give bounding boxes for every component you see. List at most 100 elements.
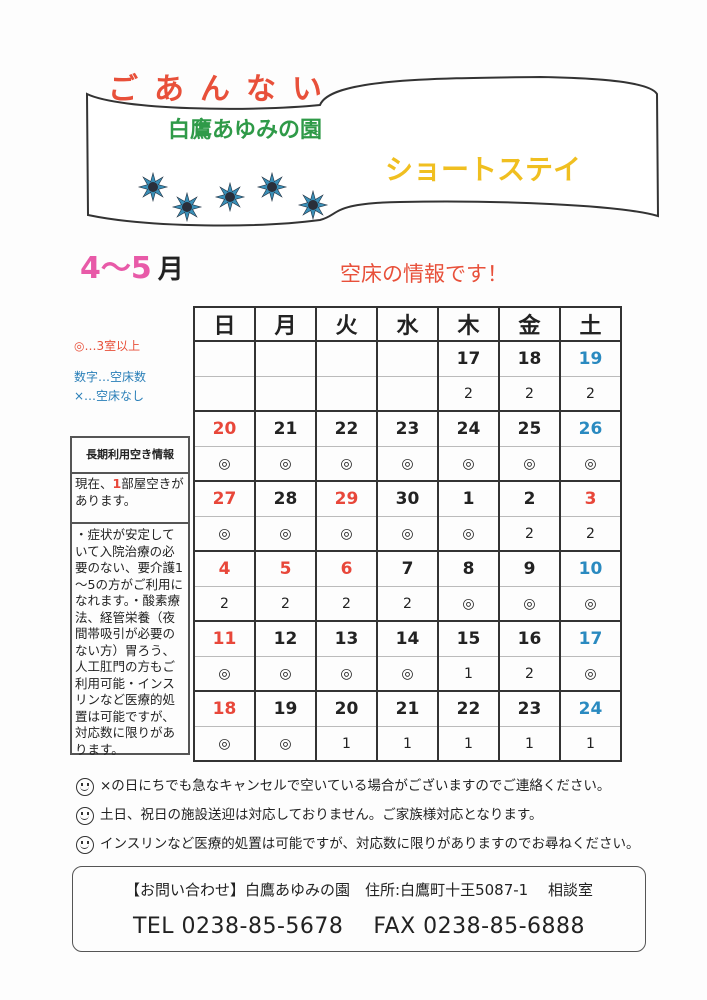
vacancy-cell: ◎ <box>437 516 499 552</box>
vacancy-cell: ◎ <box>315 516 377 552</box>
vacancy-cell: ◎ <box>559 446 621 482</box>
vacancy-cell: 2 <box>254 586 316 622</box>
title-annai: ごあんない <box>108 72 338 107</box>
weekday-header: 日 <box>193 307 255 342</box>
weekday-header: 月 <box>254 307 316 342</box>
smiley-icon <box>76 835 94 854</box>
week-values-row: ◎ ◎ ◎ ◎ ◎ ◎ ◎ <box>193 446 621 482</box>
date-cell: 17 <box>559 621 621 657</box>
vacancy-cell: 1 <box>437 726 499 762</box>
vacancy-cell: 1 <box>498 726 560 762</box>
month-range: 4～5 月 <box>80 243 184 287</box>
week-dates-row: 17 18 19 <box>193 341 621 377</box>
date-cell: 13 <box>315 621 377 657</box>
vacancy-cell <box>376 376 438 412</box>
date-cell: 18 <box>193 691 255 727</box>
week-dates-row: 18 19 20 21 22 23 24 <box>193 691 621 727</box>
vacancy-cell: ◎ <box>437 586 499 622</box>
date-cell: 27 <box>193 481 255 517</box>
weekday-header: 木 <box>437 307 499 342</box>
star-icon <box>214 181 246 213</box>
week-dates-row: 4 5 6 7 8 9 10 <box>193 551 621 587</box>
current-pre: 現在、 <box>75 476 113 491</box>
fax-number: FAX 0238-85-6888 <box>373 914 586 939</box>
vacancy-cell: ◎ <box>254 726 316 762</box>
date-cell: 4 <box>193 551 255 587</box>
date-cell: 12 <box>254 621 316 657</box>
week-values-row: ◎ ◎ ◎ ◎ 1 2 ◎ <box>193 656 621 692</box>
contact-address: 【お問い合わせ】白鷹あゆみの園 住所:白鷹町十王5087-1 相談室 <box>125 881 593 899</box>
vacancy-cell <box>254 376 316 412</box>
org-name: 白鷹あゆみの園 <box>168 118 323 143</box>
long-term-current: 現在、1部屋空きがあります。 <box>72 474 188 524</box>
weekday-header: 土 <box>559 307 621 342</box>
weekday-header: 火 <box>315 307 377 342</box>
star-icon <box>256 171 288 203</box>
note-text: ×の日にちでも急なキャンセルで空いている場合がございますのでご連絡ください。 <box>100 778 611 794</box>
smiley-icon <box>76 806 94 825</box>
legend-cross: ×…空床なし <box>74 389 145 403</box>
weekday-header: 水 <box>376 307 438 342</box>
long-term-info-box: 長期利用空き情報 現在、1部屋空きがあります。 ・症状が安定していて入院治療の必… <box>70 436 190 757</box>
date-cell: 19 <box>559 341 621 377</box>
vacancy-cell: 2 <box>193 586 255 622</box>
date-cell: 23 <box>376 411 438 447</box>
date-cell: 10 <box>559 551 621 587</box>
vacancy-cell: ◎ <box>559 656 621 692</box>
note-item: 土日、祝日の施設送迎は対応しておりません。ご家族様対応となります。 <box>76 801 639 830</box>
date-cell: 28 <box>254 481 316 517</box>
date-cell <box>315 341 377 377</box>
vacancy-calendar: 日月火水木金土 17 18 19 2 2 2 20 21 22 23 24 25 26 ◎ ◎ ◎ ◎ ◎ ◎ ◎ 27… <box>193 306 622 762</box>
date-cell: 24 <box>559 691 621 727</box>
star-icon <box>137 171 169 203</box>
date-cell: 21 <box>254 411 316 447</box>
week-values-row: 2 2 2 2 ◎ ◎ ◎ <box>193 586 621 622</box>
date-cell: 20 <box>193 411 255 447</box>
vacancy-cell: ◎ <box>254 516 316 552</box>
vacancy-cell: ◎ <box>315 656 377 692</box>
date-cell: 29 <box>315 481 377 517</box>
month-numbers: 4～5 <box>80 251 152 286</box>
date-cell <box>376 341 438 377</box>
contact-phones: TEL 0238-85-5678 FAX 0238-85-6888 <box>73 914 645 939</box>
legend-double-circle: ◎…3室以上 <box>74 339 141 353</box>
date-cell <box>193 341 255 377</box>
date-cell: 22 <box>437 691 499 727</box>
vacancy-cell: 2 <box>498 376 560 412</box>
date-cell: 14 <box>376 621 438 657</box>
date-cell: 3 <box>559 481 621 517</box>
vacancy-cell: ◎ <box>559 586 621 622</box>
date-cell: 5 <box>254 551 316 587</box>
note-item: インスリンなど医療的処置は可能ですが、対応数に限りがありますのでお尋ねください。 <box>76 830 639 859</box>
vacancy-cell: ◎ <box>376 516 438 552</box>
date-cell: 1 <box>437 481 499 517</box>
vacancy-cell: 2 <box>559 516 621 552</box>
banner-ribbon <box>85 75 660 227</box>
date-cell: 30 <box>376 481 438 517</box>
date-cell: 21 <box>376 691 438 727</box>
vacancy-cell: ◎ <box>315 446 377 482</box>
week-dates-row: 11 12 13 14 15 16 17 <box>193 621 621 657</box>
date-cell: 11 <box>193 621 255 657</box>
date-cell: 26 <box>559 411 621 447</box>
service-name: ショートステイ <box>385 153 582 186</box>
week-values-row: ◎ ◎ 1 1 1 1 1 <box>193 726 621 762</box>
date-cell: 7 <box>376 551 438 587</box>
date-cell: 24 <box>437 411 499 447</box>
note-item: ×の日にちでも急なキャンセルで空いている場合がございますのでご連絡ください。 <box>76 772 639 801</box>
legend-number: 数字…空床数 <box>74 370 147 384</box>
date-cell: 25 <box>498 411 560 447</box>
date-cell: 17 <box>437 341 499 377</box>
vacancy-cell: ◎ <box>254 446 316 482</box>
vacancy-cell: 1 <box>559 726 621 762</box>
vacancy-cell: 2 <box>315 586 377 622</box>
vacancy-cell: ◎ <box>376 656 438 692</box>
vacancy-cell <box>315 376 377 412</box>
current-count: 1 <box>112 476 122 491</box>
vacancy-cell: ◎ <box>254 656 316 692</box>
date-cell: 15 <box>437 621 499 657</box>
vacancy-cell: 2 <box>498 656 560 692</box>
star-icon <box>171 191 203 223</box>
date-cell: 22 <box>315 411 377 447</box>
